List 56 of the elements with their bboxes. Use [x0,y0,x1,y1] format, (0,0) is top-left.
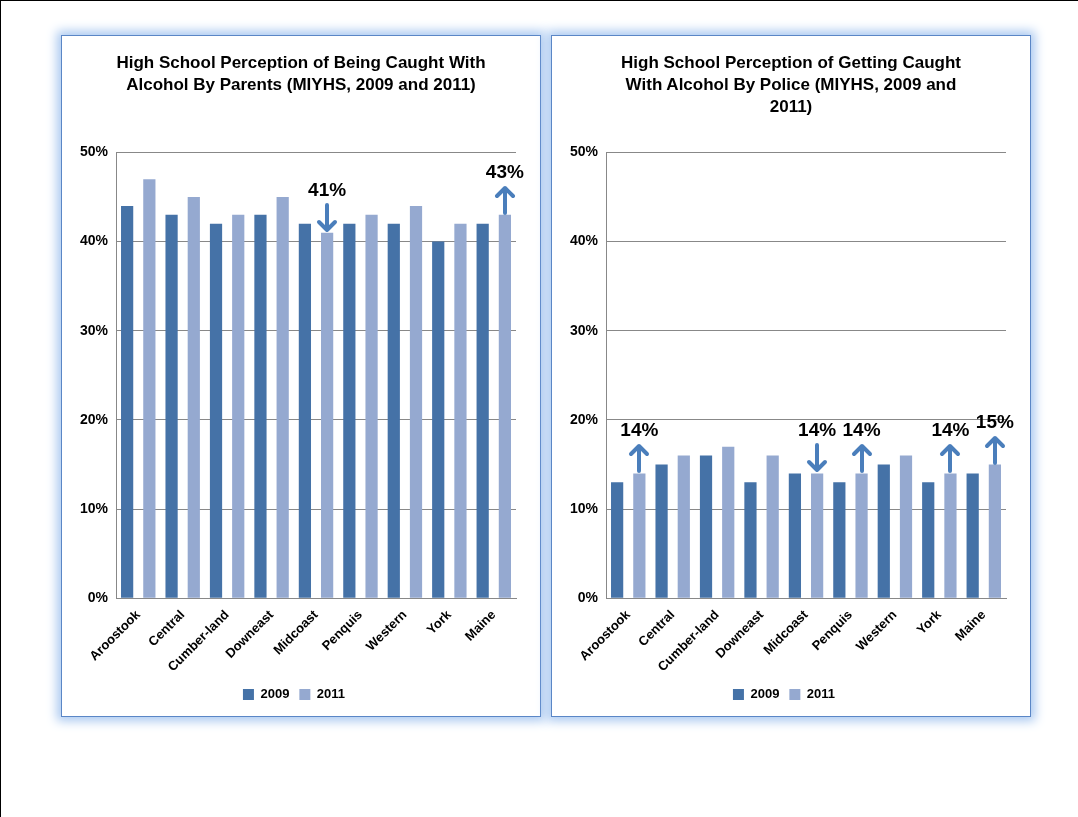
bar [788,473,802,598]
bar [143,179,156,598]
bar [121,205,134,598]
y-tick-label: 10% [79,499,109,516]
x-tick-label: York [913,606,945,638]
chart-title: High School Perception of Being Caught With Alcohol By Parents (MIYHS, 2009 and 2011) [115,52,487,96]
bar [432,241,445,598]
bar [899,455,913,598]
legend-label: 2009 [750,686,780,702]
bar [476,223,489,598]
y-tick-label: 20% [569,410,599,427]
bar [454,223,467,598]
legend-label: 2009 [260,686,290,702]
y-tick-label: 30% [79,321,109,338]
bar [409,205,423,598]
y-tick-label: 0% [577,589,599,606]
bar [298,223,312,598]
annotation: 14% [842,419,881,441]
bar [744,482,757,598]
annotation: 14% [798,419,837,441]
bar [677,455,690,598]
y-tick-label: 50% [79,143,109,160]
bar [165,214,178,598]
bar [699,455,713,598]
bar [922,482,935,598]
bar [276,196,289,598]
y-tick-label: 20% [79,410,109,427]
annotation: 43% [485,160,524,182]
y-tick-label: 0% [87,589,109,606]
y-tick-label: 10% [569,499,599,516]
y-tick-label: 30% [569,321,599,338]
annotation: 14% [931,419,970,441]
bar [343,223,356,598]
annotation: 14% [620,419,659,441]
bar [611,482,624,598]
legend-label: 2011 [316,686,346,702]
annotation: 41% [308,178,347,200]
x-tick-label: York [423,606,455,638]
y-tick-label: 40% [79,232,109,249]
y-tick-label: 50% [569,143,599,160]
bar [187,196,200,598]
chart-title: High School Perception of Getting Caught With Alcohol By Police (MIYHS, 2009 and 2011) [620,52,962,118]
annotation: 15% [975,410,1014,432]
bar [655,464,668,598]
bar [966,473,979,598]
bar [209,223,223,598]
bar [232,214,245,598]
legend-label: 2011 [806,686,836,702]
bar [877,464,890,598]
y-tick-label: 40% [569,232,599,249]
bar [254,214,267,598]
bar [833,482,846,598]
bar [365,214,378,598]
bar [387,223,400,598]
bar [722,446,735,598]
bar [766,455,779,598]
